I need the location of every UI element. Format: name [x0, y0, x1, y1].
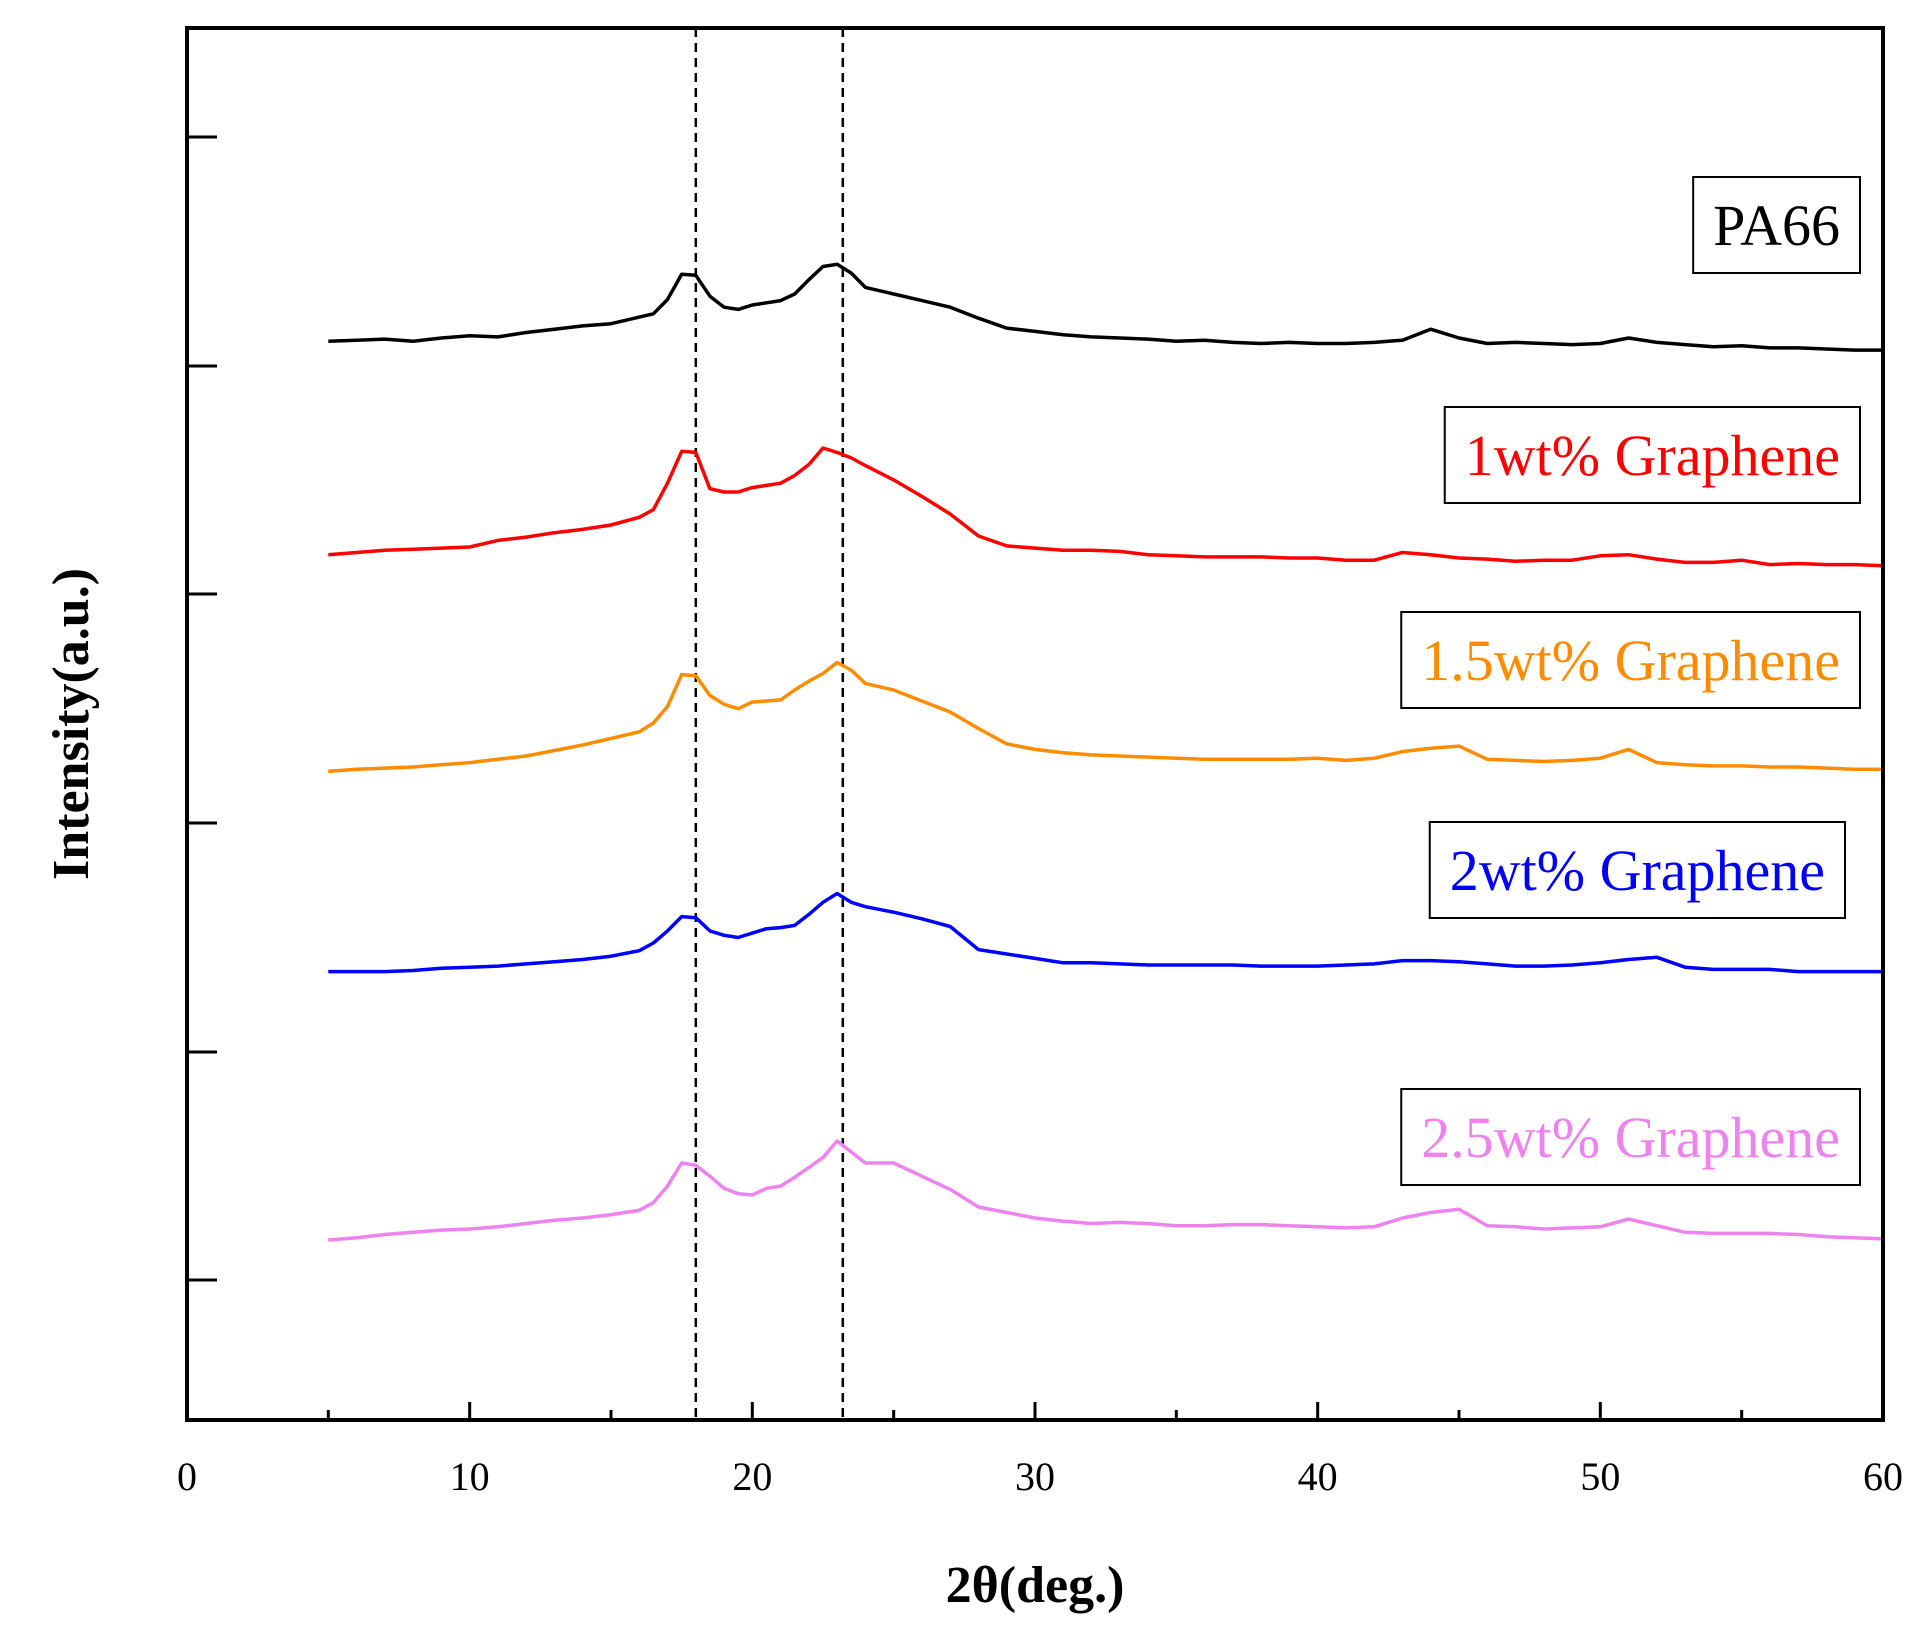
- legend-box: [1400, 1088, 1861, 1186]
- legend-label: PA66: [1713, 193, 1840, 258]
- x-tick-label: 20: [732, 1454, 772, 1499]
- x-tick-label: 10: [450, 1454, 490, 1499]
- x-tick-label: 30: [1015, 1454, 1055, 1499]
- series-line: [328, 660, 1883, 774]
- legend-box: [1428, 821, 1846, 919]
- x-tick-label: 40: [1298, 1454, 1338, 1499]
- y-axis: [187, 135, 217, 1282]
- x-axis-title: 2θ(deg.): [946, 1557, 1125, 1614]
- x-tick-label: 50: [1580, 1454, 1620, 1499]
- legend-box: [1443, 406, 1861, 504]
- series-layer: [328, 262, 1884, 1242]
- reference-lines: [694, 28, 845, 1420]
- legend-layer: PA66 1wt% Graphene 1.5wt% Graphene 2wt% Gra…: [1400, 176, 1861, 1186]
- legend-label: 2.5wt% Graphene: [1421, 1105, 1840, 1170]
- legend-label: 2wt% Graphene: [1450, 838, 1825, 903]
- series-line: [328, 262, 1883, 352]
- legend-label: 1.5wt% Graphene: [1421, 628, 1840, 693]
- series-line: [328, 891, 1883, 974]
- x-tick-label: 60: [1863, 1454, 1903, 1499]
- legend-box: [1692, 176, 1861, 274]
- legend-label: 1wt% Graphene: [1465, 423, 1840, 488]
- series-line: [328, 1139, 1884, 1242]
- series-line: [328, 446, 1884, 568]
- x-axis: 0 10 20 30 40 50 60: [177, 1402, 1903, 1499]
- x-tick-label: 0: [177, 1454, 197, 1499]
- plot-frame: [185, 26, 1885, 1422]
- y-axis-title: Intensity(a.u.): [43, 568, 100, 880]
- legend-box: [1400, 611, 1861, 709]
